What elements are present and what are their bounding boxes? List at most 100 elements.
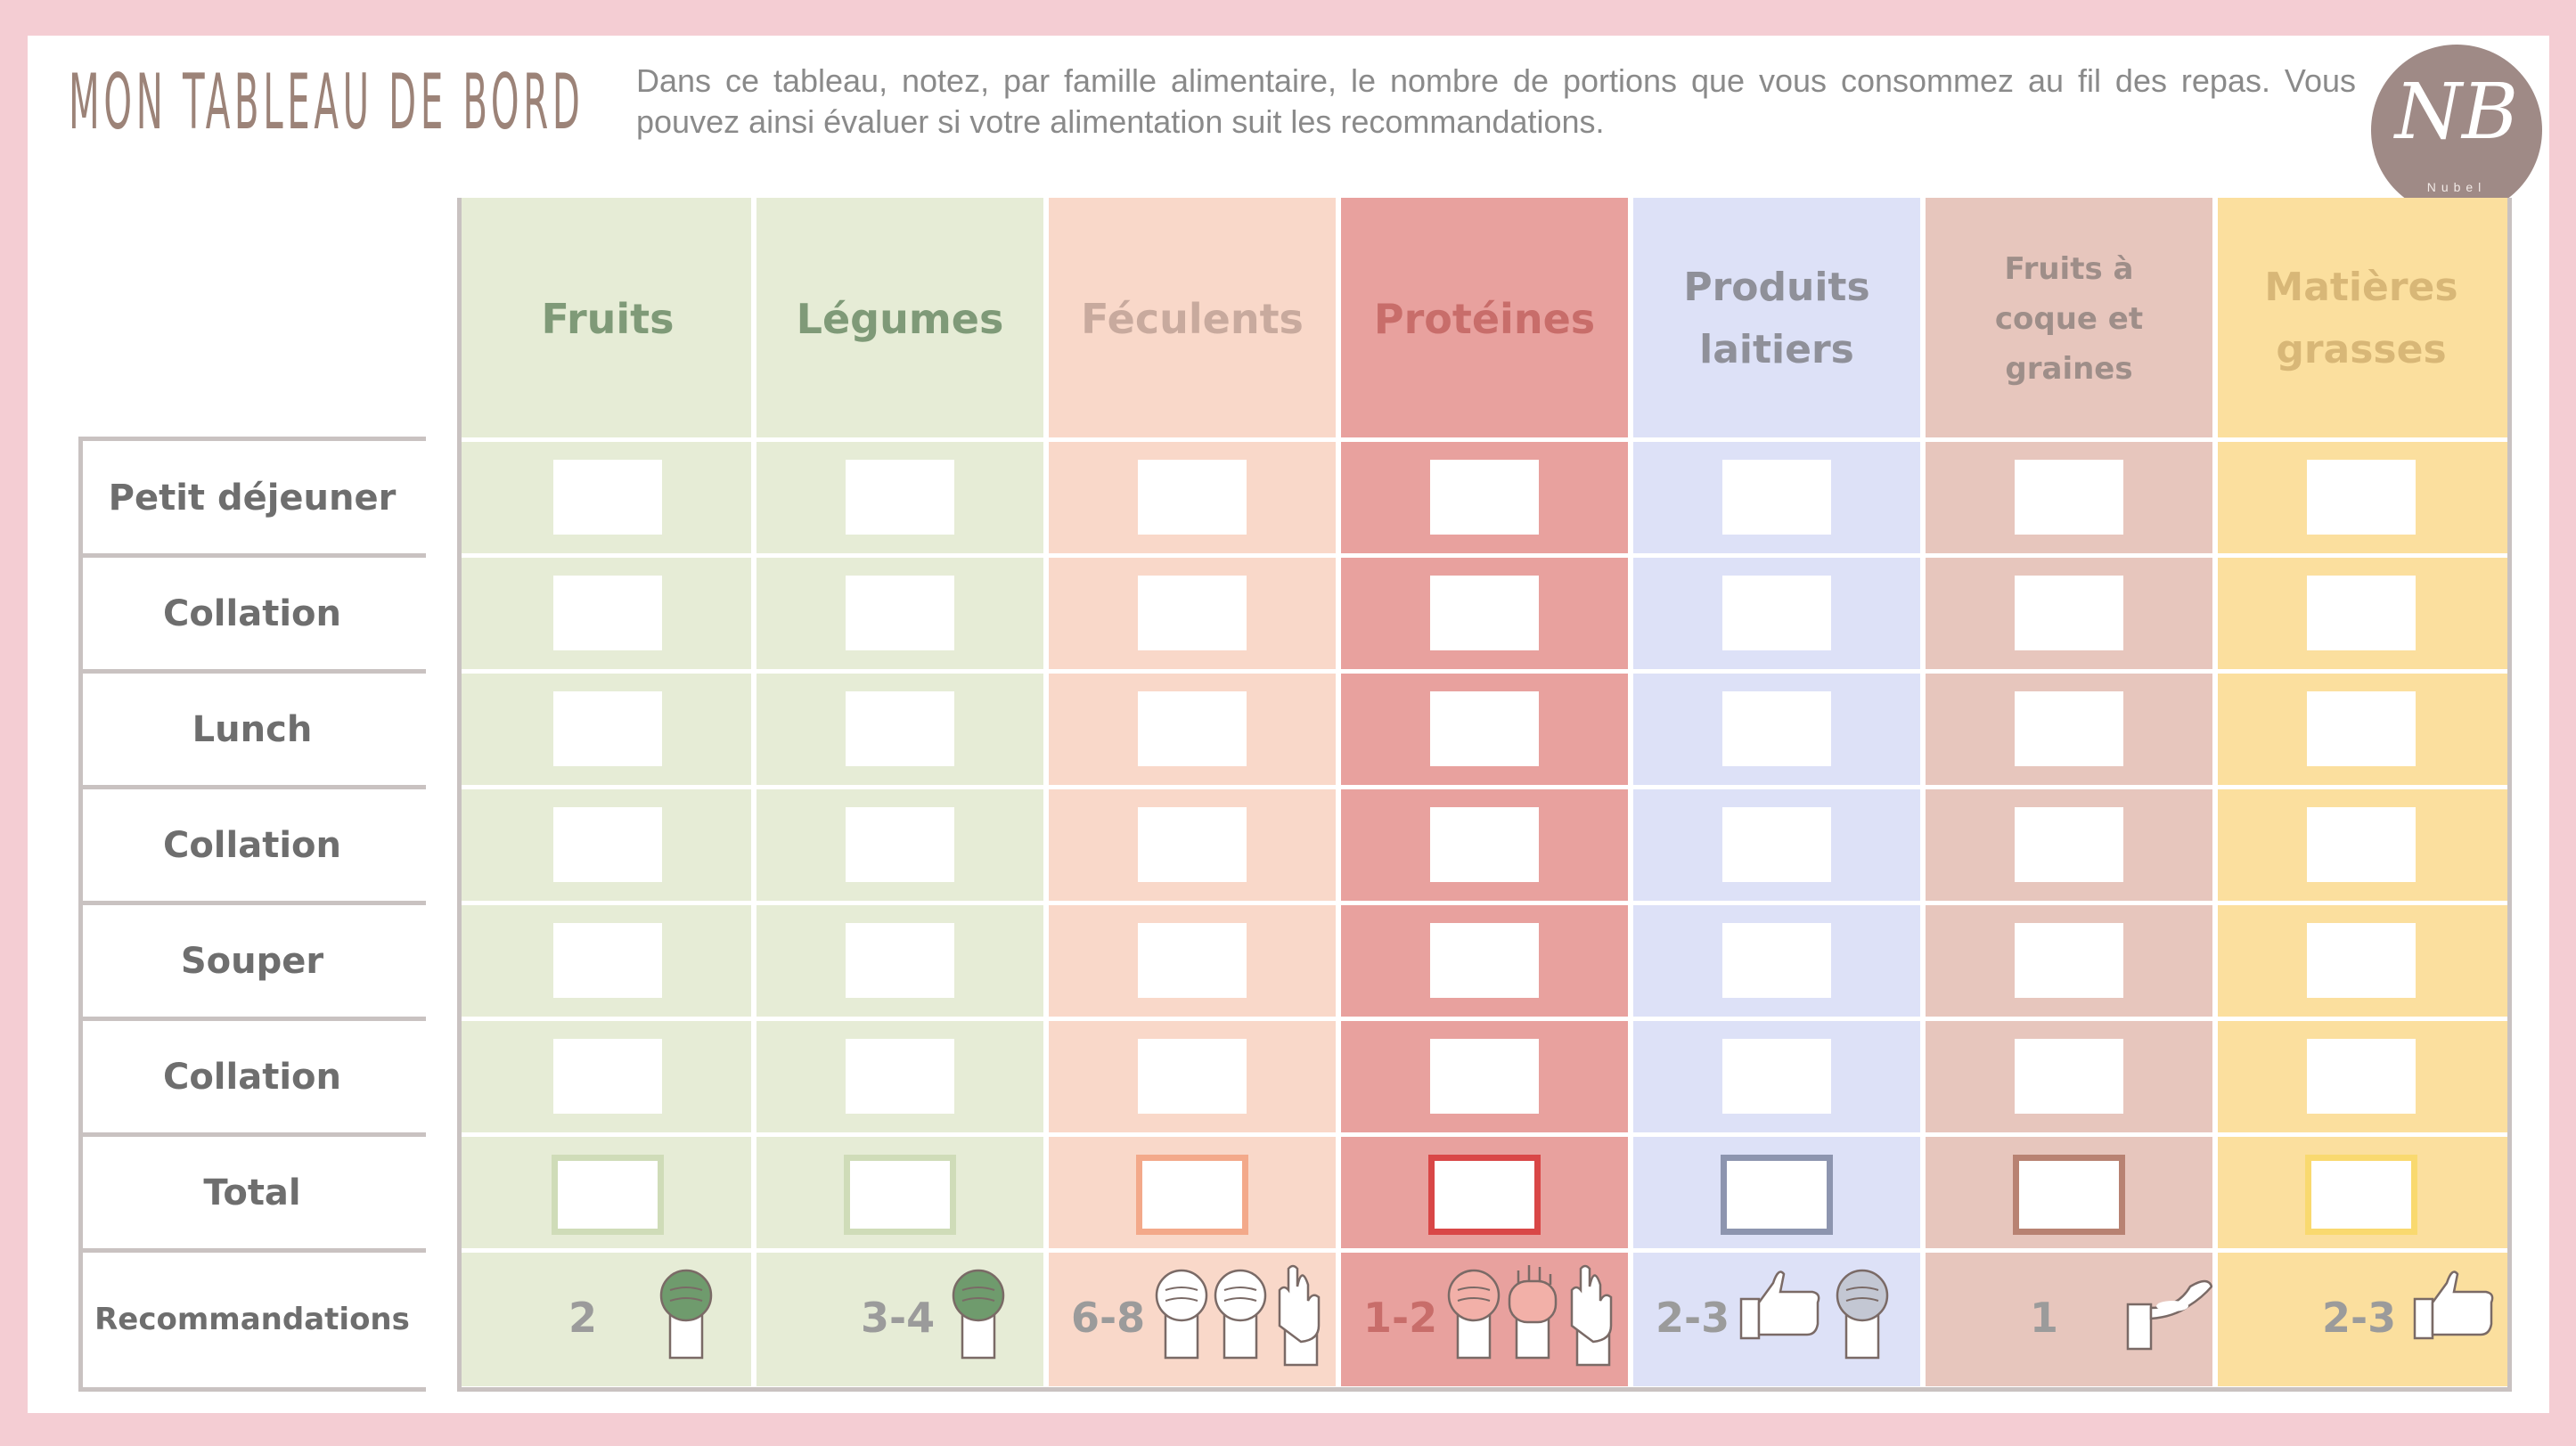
portion-input[interactable] — [2015, 1039, 2123, 1114]
recommendations-label: Recommandations — [94, 1302, 410, 1337]
logo: NB Nubel — [2371, 45, 2542, 216]
row-separator — [1046, 1132, 1338, 1137]
portion-input[interactable] — [2015, 576, 2123, 650]
thumb-icon — [2411, 1263, 2500, 1347]
fist-icon — [1834, 1263, 1891, 1365]
row-separator — [2215, 1248, 2507, 1253]
portion-input[interactable] — [1722, 691, 1831, 766]
portion-input[interactable] — [1138, 1039, 1247, 1114]
portion-input[interactable] — [1138, 576, 1247, 650]
total-input[interactable] — [1428, 1155, 1541, 1235]
row-separator — [1631, 437, 1923, 442]
row-separator — [1923, 1132, 2215, 1137]
page-title: Mon tableau de bord — [69, 58, 585, 147]
portion-input[interactable] — [1430, 1039, 1539, 1114]
portion-input[interactable] — [2307, 1039, 2416, 1114]
portion-input[interactable] — [1722, 807, 1831, 882]
row-label-column — [78, 437, 426, 1392]
recommendation-value: 3-4 — [861, 1294, 936, 1342]
row-separator — [1631, 553, 1923, 558]
row-separator — [462, 1132, 754, 1137]
portion-input[interactable] — [1138, 460, 1247, 535]
portion-input[interactable] — [1722, 460, 1831, 535]
row-separator — [1046, 901, 1338, 905]
meal-label: Petit déjeuner — [108, 478, 397, 519]
row-divider — [78, 901, 426, 905]
portion-input[interactable] — [846, 576, 954, 650]
portion-input[interactable] — [2307, 807, 2416, 882]
meal-label: Souper — [180, 941, 324, 982]
row-separator — [1923, 785, 2215, 789]
portion-input[interactable] — [1138, 923, 1247, 998]
total-input[interactable] — [1721, 1155, 1833, 1235]
row-separator — [1631, 901, 1923, 905]
total-input[interactable] — [2013, 1155, 2125, 1235]
row-divider — [78, 1132, 426, 1137]
portion-input[interactable] — [2015, 460, 2123, 535]
portion-input[interactable] — [2015, 691, 2123, 766]
total-input[interactable] — [1136, 1155, 1248, 1235]
portion-input[interactable] — [553, 460, 662, 535]
portion-input[interactable] — [2015, 807, 2123, 882]
portion-input[interactable] — [1430, 691, 1539, 766]
portion-input[interactable] — [846, 807, 954, 882]
portion-input[interactable] — [846, 691, 954, 766]
row-separator — [462, 1248, 754, 1253]
column-header: Légumes — [796, 295, 1004, 343]
portion-input[interactable] — [1722, 923, 1831, 998]
total-input[interactable] — [2305, 1155, 2417, 1235]
portion-input[interactable] — [2307, 576, 2416, 650]
portion-input[interactable] — [2307, 460, 2416, 535]
column-3: Protéines 1-2 — [1338, 198, 1631, 1386]
column-4: Produits laitiers 2-3 — [1631, 198, 1923, 1386]
row-separator — [1338, 901, 1631, 905]
column-1: Légumes 3-4 — [754, 198, 1046, 1386]
recommendation-value: 2 — [568, 1294, 598, 1342]
row-separator — [2215, 553, 2507, 558]
recommendation-value: 2-3 — [1656, 1294, 1730, 1342]
portion-input[interactable] — [553, 807, 662, 882]
portion-input[interactable] — [1138, 807, 1247, 882]
portion-input[interactable] — [1430, 576, 1539, 650]
portion-input[interactable] — [553, 923, 662, 998]
row-separator — [1338, 1248, 1631, 1253]
portion-input[interactable] — [553, 1039, 662, 1114]
total-input[interactable] — [844, 1155, 956, 1235]
portion-input[interactable] — [846, 923, 954, 998]
portion-input[interactable] — [1430, 807, 1539, 882]
column-separator — [1628, 198, 1633, 1386]
row-separator — [2215, 785, 2507, 789]
portion-input[interactable] — [553, 691, 662, 766]
row-separator — [1631, 785, 1923, 789]
column-separator — [1043, 198, 1049, 1386]
portion-input[interactable] — [2307, 923, 2416, 998]
palm-icon — [1504, 1263, 1561, 1365]
fist-icon — [658, 1263, 715, 1365]
row-separator — [1046, 553, 1338, 558]
portion-input[interactable] — [846, 1039, 954, 1114]
total-label: Total — [203, 1172, 301, 1213]
recommendation-value: 1 — [2030, 1294, 2059, 1342]
portion-input[interactable] — [846, 460, 954, 535]
column-header: Fruits — [541, 295, 675, 343]
row-divider — [78, 669, 426, 674]
column-header: Matières grasses — [2264, 265, 2458, 372]
portion-input[interactable] — [1722, 576, 1831, 650]
portion-input[interactable] — [1138, 691, 1247, 766]
thumb-icon — [1738, 1263, 1827, 1347]
row-separator — [1923, 1248, 2215, 1253]
portion-input[interactable] — [553, 576, 662, 650]
row-separator — [1631, 1132, 1923, 1137]
portion-input[interactable] — [1430, 460, 1539, 535]
column-header: Féculents — [1081, 295, 1304, 343]
row-separator — [462, 669, 754, 674]
total-input[interactable] — [552, 1155, 664, 1235]
portion-input[interactable] — [2307, 691, 2416, 766]
row-separator — [462, 1017, 754, 1021]
meal-label: Collation — [162, 825, 342, 866]
row-separator — [754, 1248, 1046, 1253]
portion-input[interactable] — [1722, 1039, 1831, 1114]
meal-label: Collation — [162, 593, 342, 634]
portion-input[interactable] — [1430, 923, 1539, 998]
portion-input[interactable] — [2015, 923, 2123, 998]
